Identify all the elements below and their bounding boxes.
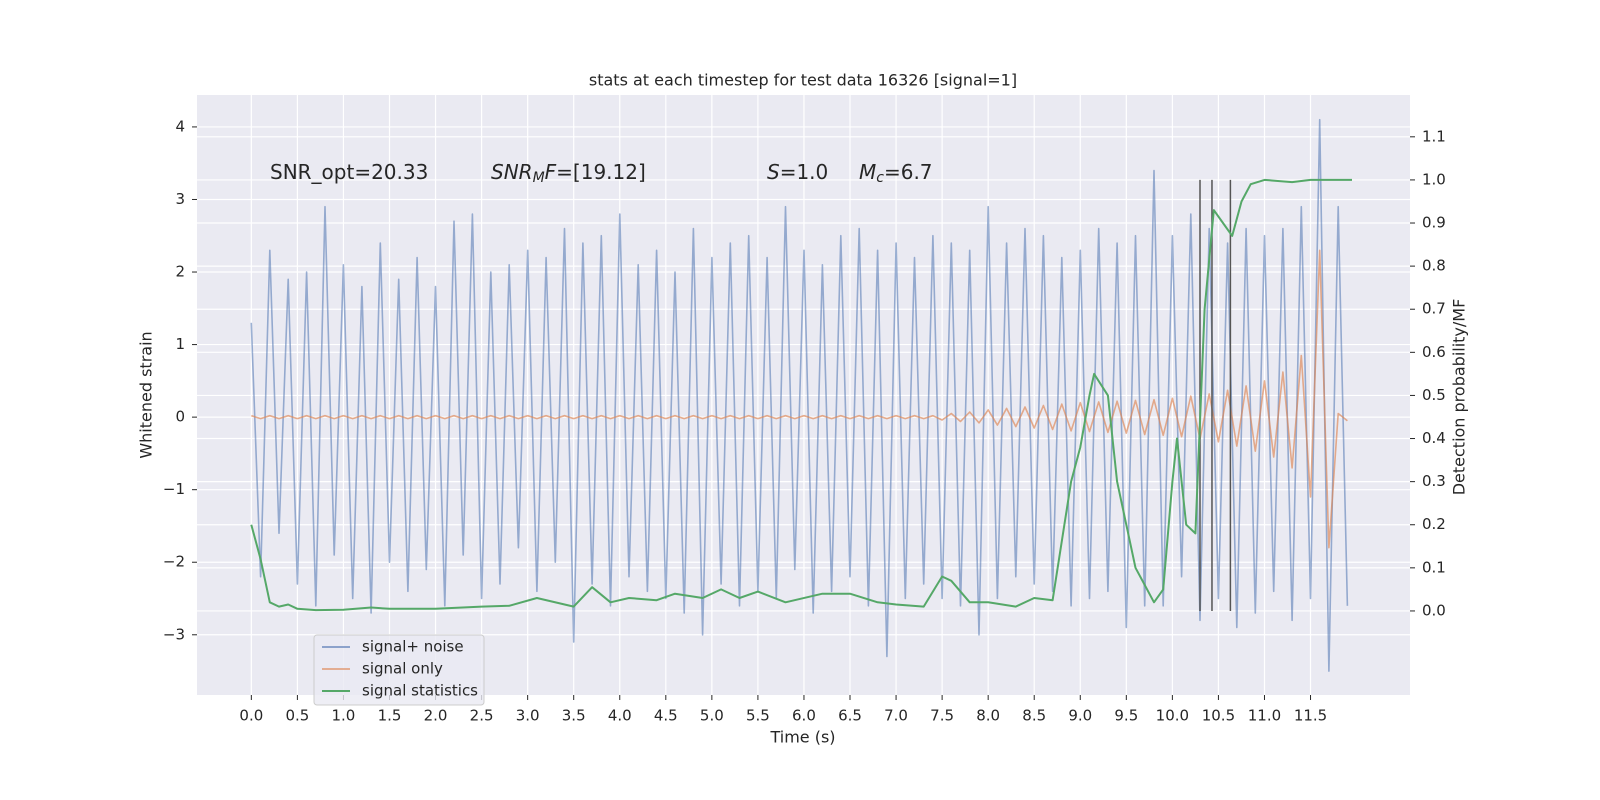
x-tick-label: 3.5 [562,707,586,725]
x-tick-label: 5.0 [700,707,724,725]
x-tick-label: 2.5 [470,707,494,725]
marks [250,118,1352,672]
y2-tick-label: 0.3 [1422,472,1446,490]
annotation-part: c [876,170,884,186]
annotation-part: M [533,170,545,186]
x-tick-label: 0.5 [285,707,309,725]
annotation: SNRMF=[19.12] [491,160,646,187]
annotation-part: SNR_opt=20.33 [270,160,428,184]
x-tick-label: 9.0 [1068,707,1092,725]
series-line [250,178,1352,612]
annotation-part: =6.7 [884,160,933,184]
x-tick-label: 11.5 [1294,707,1327,725]
legend-label: signal statistics [362,682,478,700]
y2-tick-label: 0.4 [1422,429,1446,447]
y2-tick-label: 0.0 [1422,601,1446,619]
x-tick-label: 3.0 [516,707,540,725]
legend-label: signal+ noise [362,638,464,656]
x-tick-label: 10.5 [1202,707,1235,725]
y2-axis-label: Detection probability/MF [1450,299,1469,496]
x-tick-label: 6.5 [838,707,862,725]
annotation-part: S [767,160,780,184]
annotation: Mc=6.7 [859,160,933,187]
chart-title: stats at each timestep for test data 163… [589,71,1017,90]
annotation-part: F [545,160,557,184]
x-tick-label: 4.0 [608,707,632,725]
y2-tick-label: 0.1 [1422,558,1446,576]
y2-tick-label: 1.0 [1422,170,1446,188]
x-tick-label: 0.0 [239,707,263,725]
x-tick-label: 10.0 [1156,707,1189,725]
series-line [251,249,1348,549]
y-tick-label: 4 [175,117,185,135]
x-tick-label: 9.5 [1114,707,1138,725]
annotation: S=1.0 [767,160,828,184]
x-axis-label: Time (s) [769,728,835,747]
x-tick-label: 6.0 [792,707,816,725]
x-tick-label: 1.0 [332,707,356,725]
x-tick-label: 7.0 [884,707,908,725]
y2-tick-label: 0.6 [1422,343,1446,361]
y-tick-label: −1 [163,480,185,498]
y-tick-label: 0 [175,408,185,426]
y2-tick-label: 0.9 [1422,214,1446,232]
y-axis-label: Whitened strain [137,331,156,458]
y2-tick-label: 0.8 [1422,257,1446,275]
y2-tick-label: 0.5 [1422,386,1446,404]
y2-tick-label: 0.2 [1422,515,1446,533]
y-tick-label: 2 [175,263,185,281]
axes: 0.0 0.5 1.0 1.5 2.0 2.5 3.0 3.5 4.0 4.5 5.0 5.5 6.0 6… [163,117,1446,724]
y2-tick-label: 0.7 [1422,300,1446,318]
x-tick-label: 11.0 [1248,707,1281,725]
x-tick-label: 7.5 [930,707,954,725]
y-tick-label: −2 [163,553,185,571]
y-tick-label: 3 [175,190,185,208]
legend-box [313,634,485,706]
series-line [250,118,1349,672]
annotation-part: M [859,160,876,184]
x-tick-label: 1.5 [378,707,402,725]
annotation-part: =[19.12] [556,160,646,184]
x-tick-label: 5.5 [746,707,770,725]
x-tick-label: 2.0 [424,707,448,725]
x-tick-label: 4.5 [654,707,678,725]
y2-tick-label: 1.1 [1422,127,1446,145]
annotation-part: =1.0 [780,160,829,184]
y-tick-label: −3 [163,625,185,643]
y-tick-label: 1 [175,335,185,353]
annotation: SNR_opt=20.33 [270,160,428,184]
x-tick-label: 8.5 [1022,707,1046,725]
legend-label: signal only [362,660,443,678]
x-tick-label: 8.0 [976,707,1000,725]
annotation-part: SNR [491,160,533,184]
